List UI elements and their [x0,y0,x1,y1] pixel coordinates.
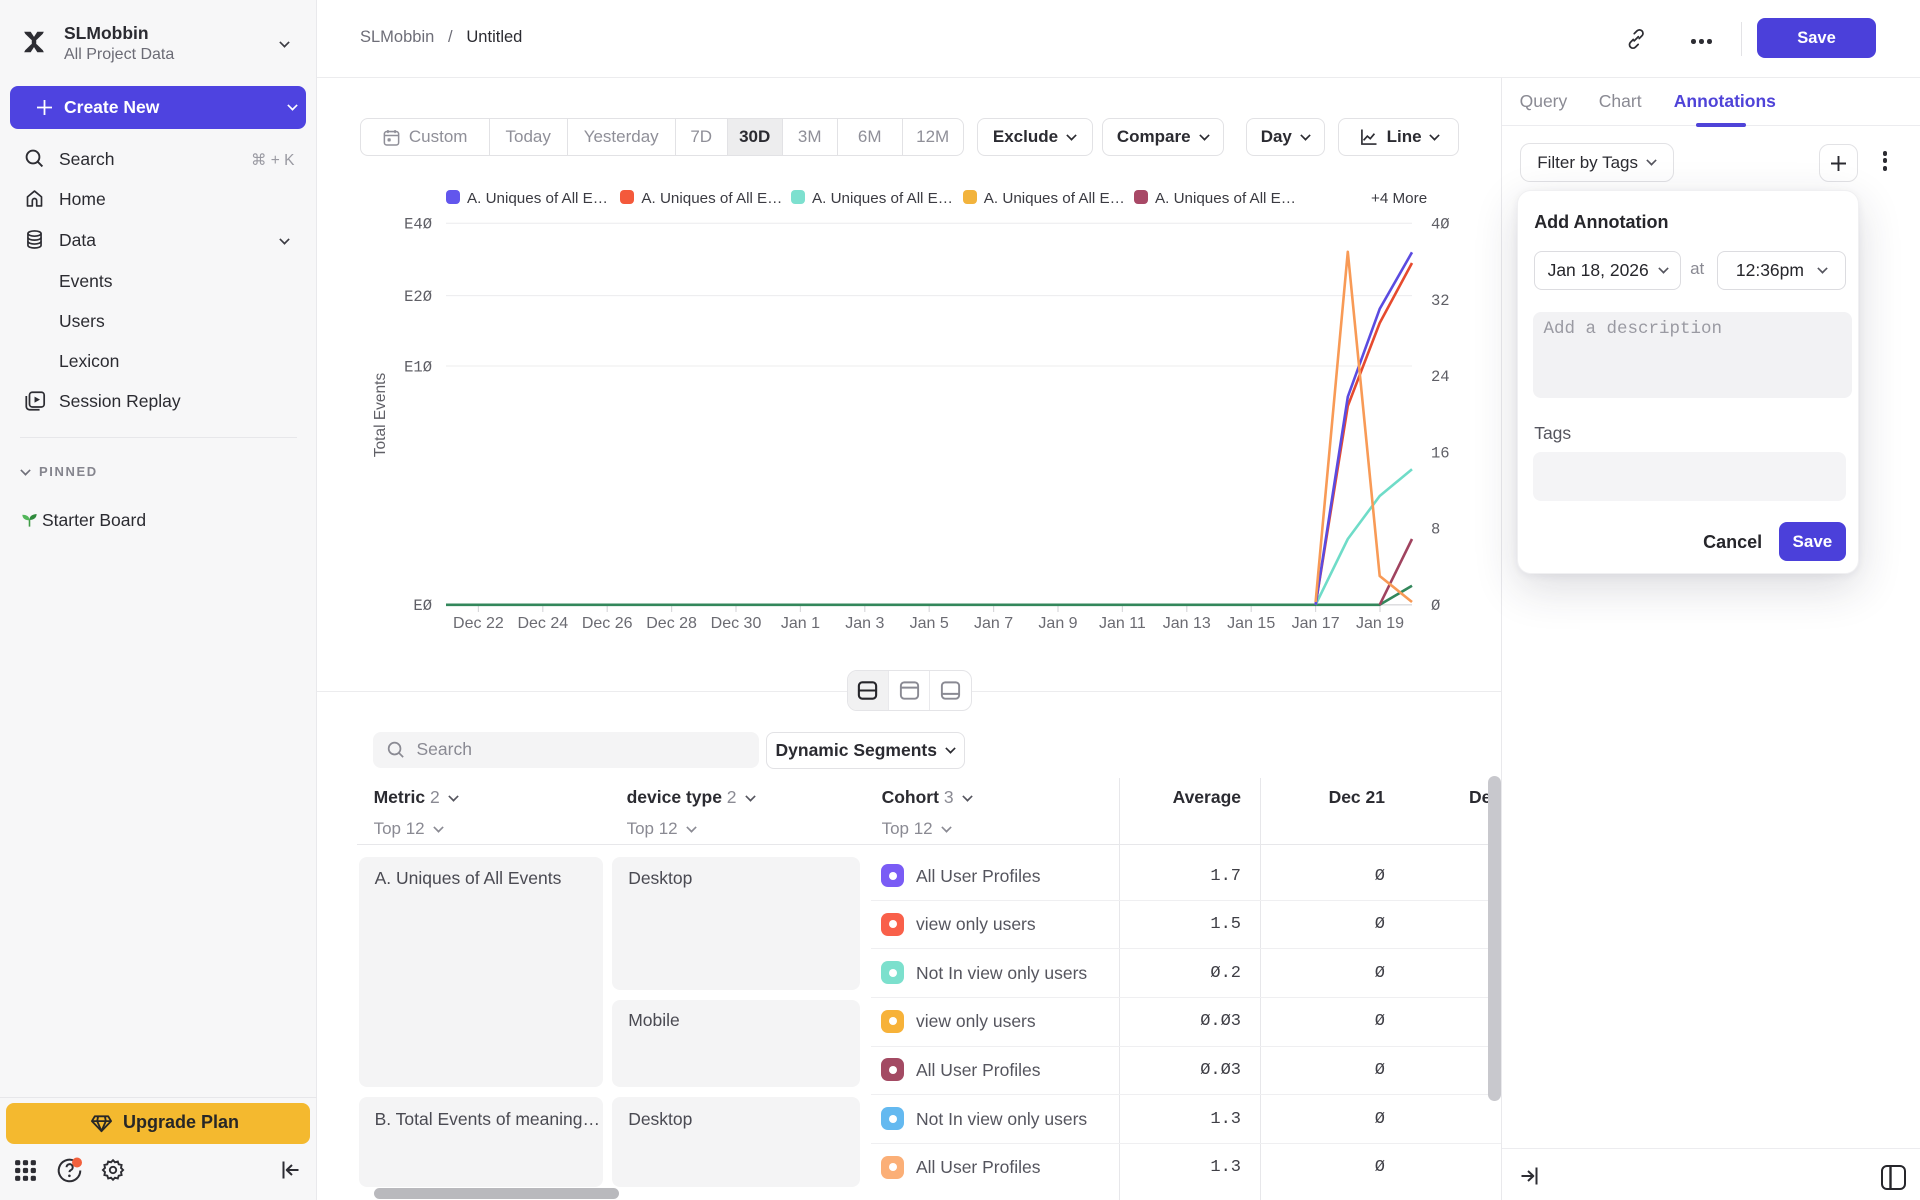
svg-text:Jan 13: Jan 13 [1163,615,1211,632]
svg-text:Dec 30: Dec 30 [711,615,762,632]
svg-text:Jan 17: Jan 17 [1292,615,1340,632]
svg-text:Jan 3: Jan 3 [845,615,884,632]
svg-text:Dec 22: Dec 22 [453,615,504,632]
svg-text:EØ: EØ [413,597,432,615]
svg-text:Jan 1: Jan 1 [781,615,820,632]
svg-text:Jan 7: Jan 7 [974,615,1013,632]
svg-text:24: 24 [1431,368,1450,386]
svg-text:E2Ø: E2Ø [404,288,432,306]
svg-text:Jan 5: Jan 5 [910,615,949,632]
svg-text:16: 16 [1431,444,1450,462]
svg-text:Jan 9: Jan 9 [1038,615,1077,632]
svg-text:Jan 19: Jan 19 [1356,615,1404,632]
svg-text:E1Ø: E1Ø [404,358,432,376]
svg-text:4Ø: 4Ø [1431,216,1450,234]
svg-text:E4Ø: E4Ø [404,216,432,234]
svg-text:Jan 15: Jan 15 [1227,615,1275,632]
svg-text:Total Events: Total Events [372,373,389,458]
svg-text:32: 32 [1431,292,1450,310]
svg-text:8: 8 [1431,521,1440,539]
svg-text:Jan 11: Jan 11 [1099,615,1146,632]
svg-text:Dec 28: Dec 28 [646,615,697,632]
svg-text:Dec 24: Dec 24 [517,615,568,632]
svg-text:Dec 26: Dec 26 [582,615,633,632]
svg-text:Ø: Ø [1431,597,1440,615]
